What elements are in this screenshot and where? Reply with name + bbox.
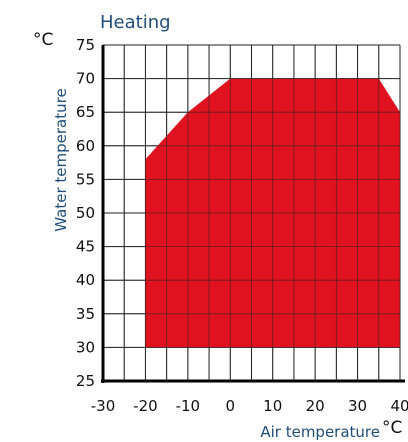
y-tick-label: 60 — [76, 137, 95, 155]
chart-title: Heating — [100, 12, 171, 33]
x-axis-title: Air temperature — [260, 423, 380, 441]
area-series — [102, 44, 401, 382]
y-tick-label: 25 — [76, 372, 95, 390]
y-tick-label: 50 — [76, 204, 95, 222]
x-tick-label: -10 — [176, 397, 201, 415]
x-tick-label: 0 — [226, 397, 236, 415]
y-tick-label: 35 — [76, 305, 95, 323]
y-tick-label: 70 — [76, 70, 95, 88]
x-tick-label: 40 — [390, 397, 408, 415]
x-axis-unit: °C — [382, 418, 402, 438]
y-axis-title: Water temperature — [52, 88, 70, 231]
x-tick-label: 20 — [306, 397, 325, 415]
tick-labels: -30 -20 -10 0 10 20 30 40 25 30 35 40 45 50 55 60 65 70 75 — [76, 36, 408, 415]
x-tick-label: -30 — [91, 397, 116, 415]
y-tick-label: 30 — [76, 338, 95, 356]
y-tick-label: 40 — [76, 271, 95, 289]
x-tick-label: -20 — [133, 397, 158, 415]
x-tick-label: 10 — [263, 397, 282, 415]
y-tick-label: 55 — [76, 170, 95, 188]
y-tick-label: 75 — [76, 36, 95, 54]
x-tick-label: 30 — [348, 397, 367, 415]
y-axis-unit: °C — [33, 30, 53, 50]
axes — [101, 45, 405, 383]
y-tick-label: 45 — [76, 238, 95, 256]
y-tick-label: 65 — [76, 103, 95, 121]
